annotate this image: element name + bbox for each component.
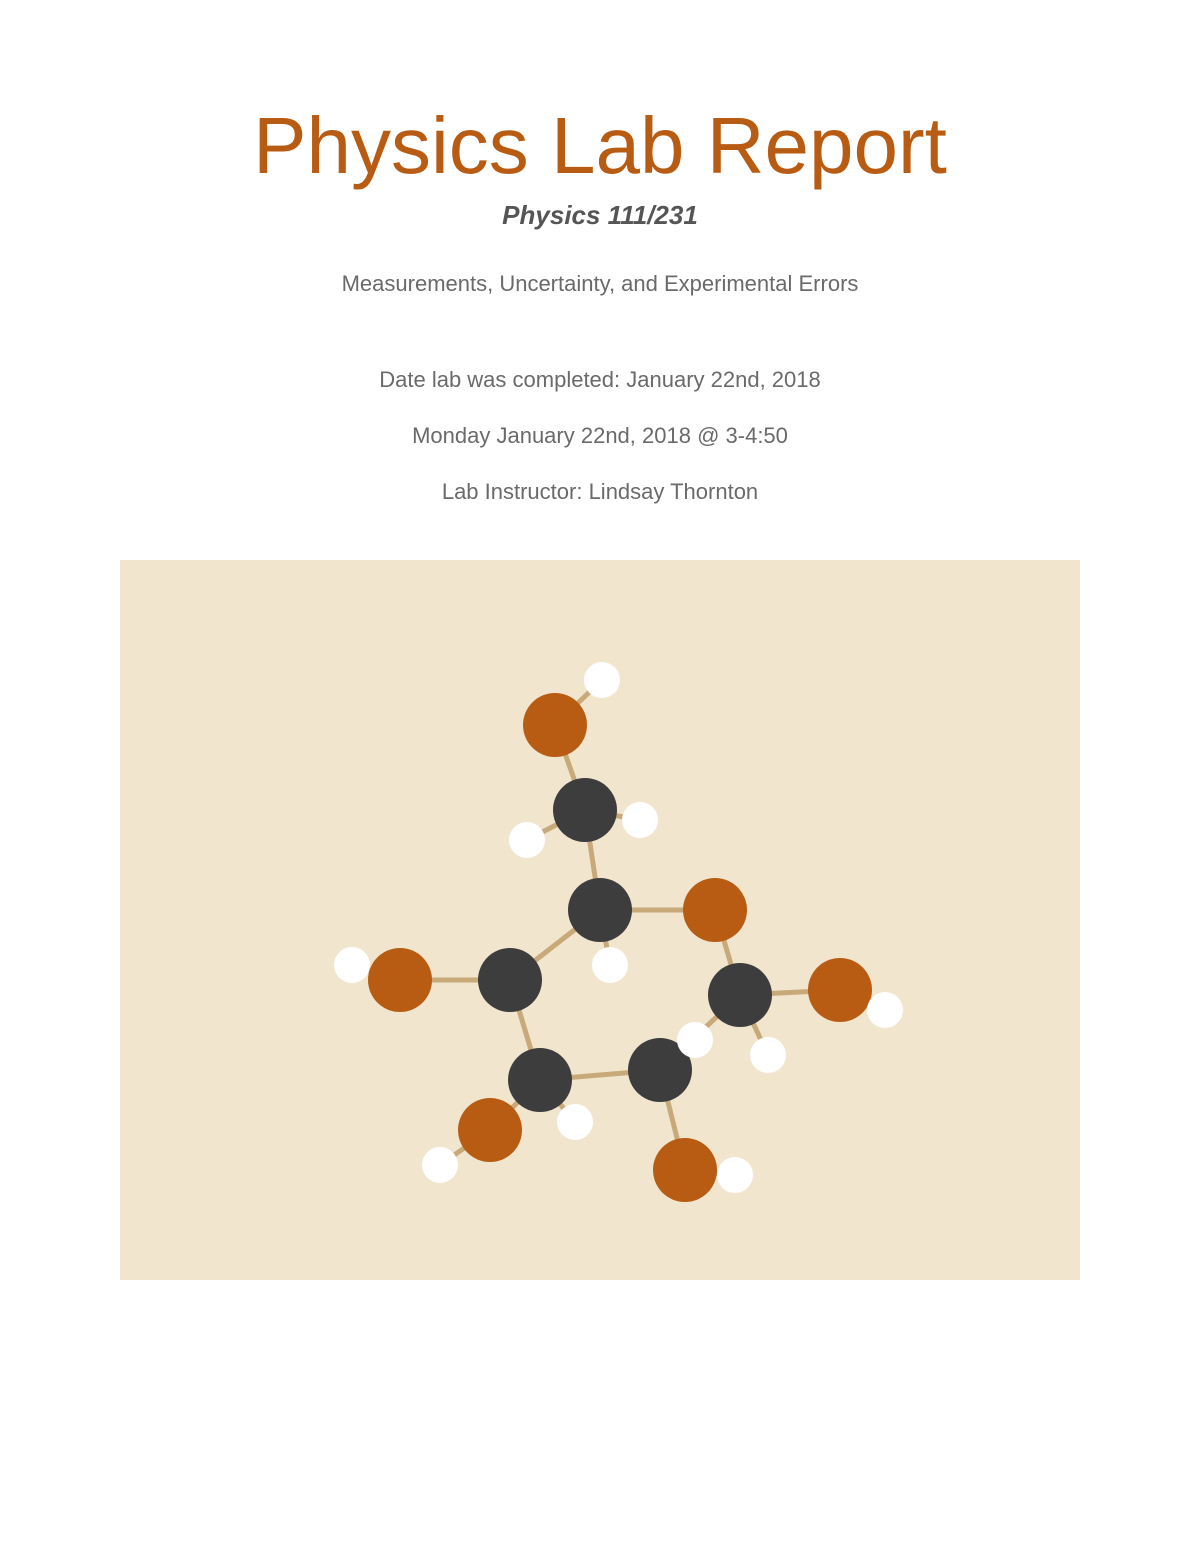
molecule-svg <box>120 560 1080 1280</box>
session-time: Monday January 22nd, 2018 @ 3-4:50 <box>120 423 1080 449</box>
report-subtitle: Measurements, Uncertainty, and Experimen… <box>120 271 1080 297</box>
course-number: Physics 111/231 <box>120 200 1080 231</box>
date-completed: Date lab was completed: January 22nd, 20… <box>120 367 1080 393</box>
report-title: Physics Lab Report <box>120 100 1080 192</box>
instructor: Lab Instructor: Lindsay Thornton <box>120 479 1080 505</box>
molecule-diagram <box>120 560 1080 1280</box>
